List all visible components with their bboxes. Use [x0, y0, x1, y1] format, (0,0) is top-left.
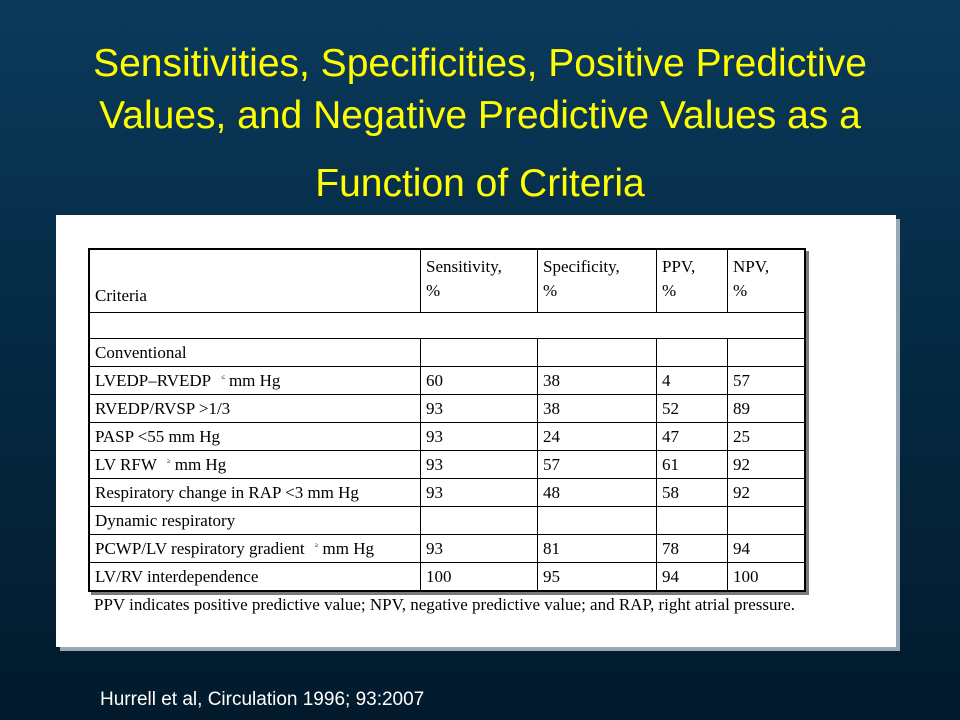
cell-ppv: 58	[656, 478, 728, 507]
cell-specificity: 38	[537, 394, 657, 423]
table-row: Dynamic respiratory	[88, 506, 806, 535]
cell-sensitivity: 100	[420, 562, 538, 592]
cell-specificity: 57	[537, 450, 657, 479]
table-row: PCWP/LV respiratory gradient ≥ mm Hg 93 81 78…	[88, 534, 806, 563]
inequality-mark: ≥	[314, 540, 319, 549]
cell-npv: 92	[727, 450, 806, 479]
header-criteria: Criteria	[88, 248, 421, 313]
cell-ppv	[656, 506, 728, 535]
cell-npv: 57	[727, 366, 806, 395]
header-specificity: Specificity,%	[537, 248, 657, 313]
cell-ppv: 61	[656, 450, 728, 479]
title-line-3: Function of Criteria	[315, 162, 645, 205]
cell-npv	[727, 338, 806, 367]
cell-npv: 89	[727, 394, 806, 423]
table-panel: Criteria Sensitivity,% Specificity,% PPV…	[56, 215, 896, 647]
citation: Hurrell et al, Circulation 1996; 93:2007	[100, 689, 425, 710]
table-footnote: PPV indicates positive predictive value;…	[94, 595, 795, 614]
blank-cell	[88, 312, 806, 339]
criteria-table: Criteria Sensitivity,% Specificity,% PPV…	[88, 248, 806, 592]
cell-criteria: Dynamic respiratory	[88, 506, 421, 535]
cell-ppv: 47	[656, 422, 728, 451]
inequality-mark: ≤	[221, 372, 225, 381]
table-row: LV/RV interdependence 100 95 94 100	[88, 562, 806, 592]
cell-criteria: LV RFW ≥ mm Hg	[88, 450, 421, 479]
table-row: PASP <55 mm Hg 93 24 47 25	[88, 422, 806, 451]
cell-npv: 25	[727, 422, 806, 451]
cell-specificity	[537, 338, 657, 367]
table-body: Conventional LVEDP–RVEDP ≤ mm Hg 60 38 4 57 RVED…	[88, 338, 806, 592]
cell-specificity: 48	[537, 478, 657, 507]
cell-sensitivity	[420, 506, 538, 535]
header-ppv: PPV,%	[656, 248, 728, 313]
cell-specificity	[537, 506, 657, 535]
title-line-2: Values, and Negative Predictive Values a…	[99, 94, 861, 137]
cell-specificity: 95	[537, 562, 657, 592]
table-row: RVEDP/RVSP >1/3 93 38 52 89	[88, 394, 806, 423]
cell-npv: 92	[727, 478, 806, 507]
cell-ppv	[656, 338, 728, 367]
blank-row	[88, 312, 806, 339]
cell-ppv: 78	[656, 534, 728, 563]
slide-title: Sensitivities, Specificities, Positive P…	[40, 38, 920, 210]
cell-npv: 100	[727, 562, 806, 592]
cell-criteria: RVEDP/RVSP >1/3	[88, 394, 421, 423]
cell-criteria: LVEDP–RVEDP ≤ mm Hg	[88, 366, 421, 395]
cell-criteria: Conventional	[88, 338, 421, 367]
cell-specificity: 24	[537, 422, 657, 451]
cell-ppv: 52	[656, 394, 728, 423]
header-row: Criteria Sensitivity,% Specificity,% PPV…	[88, 248, 806, 313]
cell-sensitivity: 93	[420, 394, 538, 423]
inequality-mark: ≥	[166, 456, 171, 465]
title-line-1: Sensitivities, Specificities, Positive P…	[93, 42, 867, 85]
cell-sensitivity: 93	[420, 450, 538, 479]
cell-sensitivity: 93	[420, 478, 538, 507]
table-row: Respiratory change in RAP <3 mm Hg 93 48 58…	[88, 478, 806, 507]
cell-ppv: 94	[656, 562, 728, 592]
cell-sensitivity	[420, 338, 538, 367]
cell-criteria: PCWP/LV respiratory gradient ≥ mm Hg	[88, 534, 421, 563]
cell-criteria: PASP <55 mm Hg	[88, 422, 421, 451]
table-row: Conventional	[88, 338, 806, 367]
header-sensitivity: Sensitivity,%	[420, 248, 538, 313]
table-row: LVEDP–RVEDP ≤ mm Hg 60 38 4 57	[88, 366, 806, 395]
cell-criteria: Respiratory change in RAP <3 mm Hg	[88, 478, 421, 507]
cell-specificity: 81	[537, 534, 657, 563]
cell-criteria: LV/RV interdependence	[88, 562, 421, 592]
header-npv: NPV,%	[727, 248, 806, 313]
table-row: LV RFW ≥ mm Hg 93 57 61 92	[88, 450, 806, 479]
cell-specificity: 38	[537, 366, 657, 395]
cell-ppv: 4	[656, 366, 728, 395]
cell-sensitivity: 93	[420, 534, 538, 563]
cell-sensitivity: 93	[420, 422, 538, 451]
cell-sensitivity: 60	[420, 366, 538, 395]
cell-npv	[727, 506, 806, 535]
cell-npv: 94	[727, 534, 806, 563]
